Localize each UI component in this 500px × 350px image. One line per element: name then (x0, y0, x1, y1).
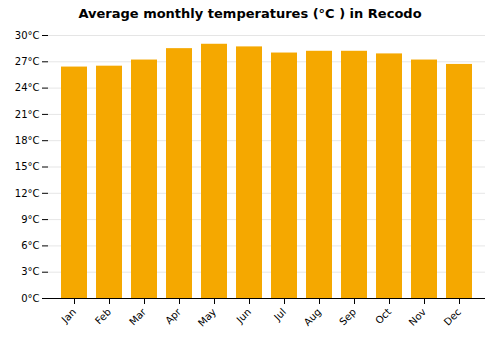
html-text:Average monthly temperatures (: Average monthly temperatures (°C ) in Re… (78, 6, 422, 21)
svg-text:24°C: 24°C (15, 82, 40, 93)
svg-text:Sep: Sep (337, 306, 358, 327)
svg-text:Oct: Oct (373, 306, 393, 326)
svg-text:Jul: Jul (271, 306, 288, 323)
svg-text:Jan: Jan (59, 306, 78, 325)
svg-text:Aug: Aug (302, 306, 324, 328)
svg-text:Jun: Jun (234, 306, 254, 326)
svg-text:12°C: 12°C (15, 188, 40, 199)
svg-text:21°C: 21°C (15, 109, 40, 120)
svg-text:27°C: 27°C (15, 56, 40, 67)
svg-text:Apr: Apr (163, 306, 184, 327)
svg-text:6°C: 6°C (21, 240, 39, 251)
svg-text:15°C: 15°C (15, 161, 40, 172)
svg-text:3°C: 3°C (21, 266, 39, 277)
svg-text:Mar: Mar (127, 306, 149, 328)
svg-text:Feb: Feb (93, 306, 113, 326)
svg-text:9°C: 9°C (21, 214, 39, 225)
svg-text:18°C: 18°C (15, 135, 40, 146)
svg-text:30°C: 30°C (15, 30, 40, 41)
svg-text:0°C: 0°C (21, 293, 39, 304)
svg-text:Nov: Nov (407, 306, 429, 328)
svg-text:Dec: Dec (442, 306, 463, 327)
svg-text:May: May (196, 306, 218, 328)
